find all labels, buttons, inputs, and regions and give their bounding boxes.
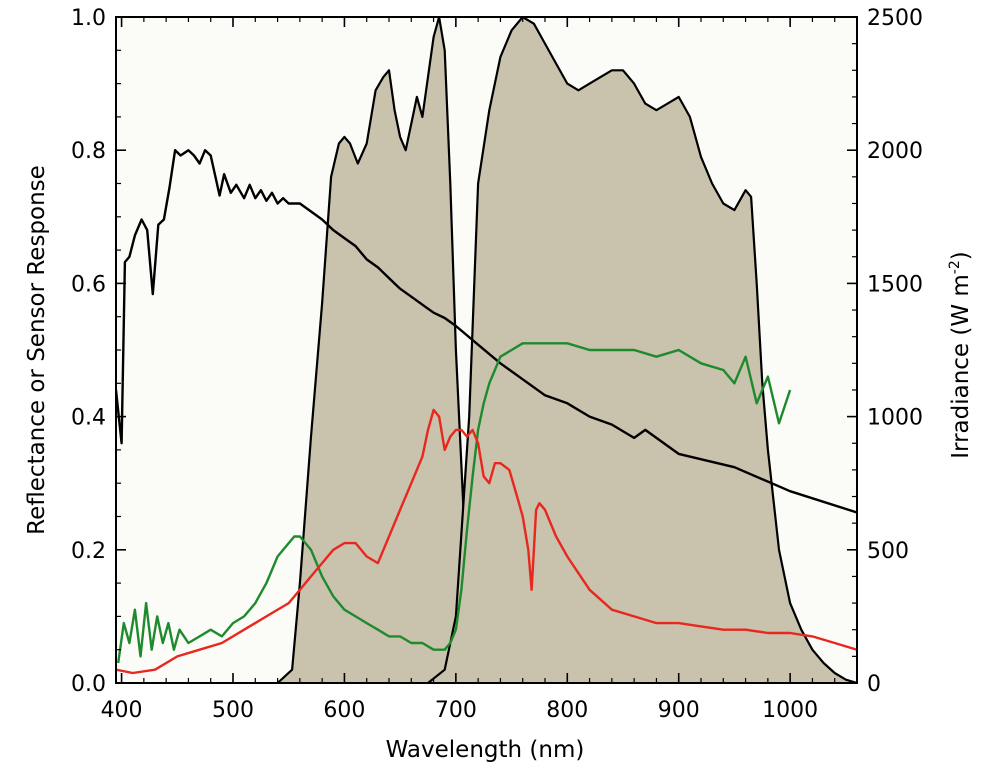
y2-tick-label: 1500 [867, 272, 923, 297]
y2-tick-label: 0 [867, 672, 881, 697]
series-group [116, 17, 857, 683]
sensor-response-red-band-fill [277, 17, 568, 683]
y2-tick-label: 2000 [867, 139, 923, 164]
x-tick-label: 600 [323, 698, 365, 723]
solar-irradiance-line [116, 149, 857, 514]
y-axis-title: Reflectance or Sensor Response [24, 165, 50, 535]
x-tick-label: 1000 [762, 698, 818, 723]
x-tick-label: 400 [101, 698, 143, 723]
y2-tick-label: 2500 [867, 6, 923, 31]
y2-axis-title: Irradiance (W m-2) [947, 251, 974, 459]
x-tick-label: 500 [212, 698, 254, 723]
x-tick-label: 900 [658, 698, 700, 723]
y2-axis-title-main: Irradiance (W m [948, 274, 974, 459]
y-tick-label: 0.4 [71, 406, 106, 431]
sensor-response-nir-band-outline [427, 17, 857, 683]
y2-tick-label: 1000 [867, 406, 923, 431]
x-tick-label: 800 [546, 698, 588, 723]
axes-layer: 400 500 600 700 800 900 1000 0.0 0.2 0.4 0.6 0.8 1.0… [71, 6, 923, 723]
y2-tick-label: 500 [867, 539, 909, 564]
series-layer [116, 17, 857, 683]
y-tick-label: 0.0 [71, 672, 106, 697]
y-tick-label: 0.8 [71, 139, 106, 164]
y-tick-label: 0.6 [71, 272, 106, 297]
x-tick-label: 700 [435, 698, 477, 723]
x-axis-title: Wavelength (nm) [386, 737, 585, 763]
y-tick-label: 1.0 [71, 6, 106, 31]
vegetation-reflectance-line [117, 342, 792, 664]
y2-axis-title-close: ) [948, 251, 974, 260]
y-tick-label: 0.2 [71, 539, 106, 564]
y2-axis-title-sup: -2 [947, 260, 963, 274]
soil-reflectance-line [116, 408, 857, 675]
